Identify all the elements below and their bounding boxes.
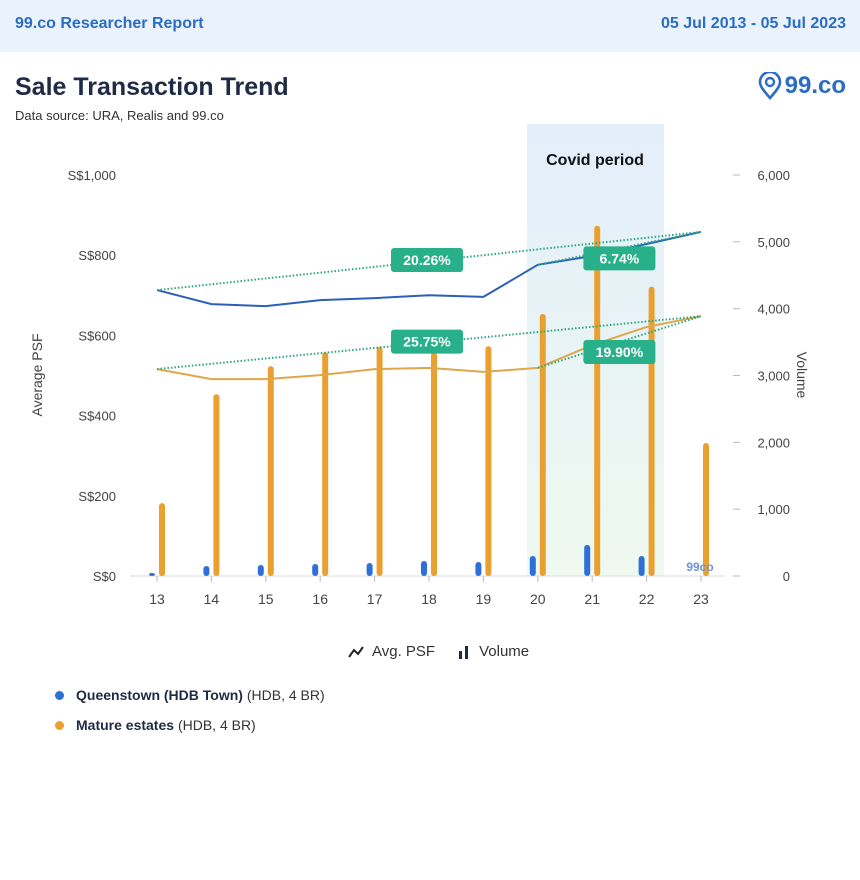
brand-logo: 99.co xyxy=(758,72,846,100)
x-tick-label: 15 xyxy=(258,591,274,607)
growth-badge xyxy=(391,248,463,273)
y2-tick-label: 0 xyxy=(783,569,790,584)
y-tick-label: S$200 xyxy=(78,489,116,504)
series-detail: (HDB, 4 BR) xyxy=(246,687,325,703)
volume-bar-0 xyxy=(475,561,482,576)
volume-bar-1 xyxy=(213,394,220,576)
y2-axis-title: Volume xyxy=(794,352,810,399)
y-tick-label: S$600 xyxy=(78,328,116,343)
y-tick-label: S$1,000 xyxy=(68,168,116,183)
trend-line xyxy=(537,315,702,369)
legend-volume-label: Volume xyxy=(479,643,530,660)
series-name: Mature estates xyxy=(76,717,175,733)
volume-bar-1 xyxy=(431,352,437,576)
growth-label: 19.90% xyxy=(596,344,644,360)
legend-volume[interactable]: Volume xyxy=(457,643,529,660)
x-tick-label: 20 xyxy=(530,591,546,607)
volume-bar-1 xyxy=(376,346,383,576)
data-source: Data source: URA, Realis and 99.co xyxy=(15,108,224,123)
volume-bar-1 xyxy=(703,443,709,576)
x-tick-label: 17 xyxy=(367,591,383,607)
x-tick-label: 22 xyxy=(639,591,655,607)
y-tick-label: S$800 xyxy=(78,248,116,263)
x-tick-label: 19 xyxy=(476,591,492,607)
x-tick-label: 14 xyxy=(204,591,220,607)
y2-tick-label: 3,000 xyxy=(757,369,790,384)
y2-tick-label: 5,000 xyxy=(757,235,790,250)
series-detail: (HDB, 4 BR) xyxy=(177,717,256,733)
y2-tick-label: 1,000 xyxy=(757,502,790,517)
covid-label: Covid period xyxy=(546,152,644,169)
volume-bar-1 xyxy=(322,352,329,576)
date-range: 05 Jul 2013 - 05 Jul 2023 xyxy=(660,15,846,32)
volume-bar-1 xyxy=(159,503,165,576)
volume-bar-0 xyxy=(366,562,373,576)
y-axis-title: Average PSF xyxy=(29,333,45,416)
bar-chart-icon xyxy=(459,645,469,659)
y2-tick-label: 6,000 xyxy=(757,168,790,183)
line-chart-icon xyxy=(348,645,364,658)
volume-bar-0 xyxy=(312,563,319,576)
volume-bar-0 xyxy=(421,560,427,576)
report-name: 99.co Researcher Report xyxy=(15,15,204,32)
volume-bar-1 xyxy=(648,286,655,576)
series-name: Queenstown (HDB Town) xyxy=(76,687,243,703)
chart-title: Sale Transaction Trend xyxy=(15,73,289,101)
legend-psf-label: Avg. PSF xyxy=(372,643,436,660)
legend-psf[interactable]: Avg. PSF xyxy=(348,643,435,660)
y2-tick-label: 2,000 xyxy=(757,435,790,450)
volume-bar-1 xyxy=(485,346,492,576)
y-tick-label: S$0 xyxy=(93,569,116,584)
x-tick-label: 23 xyxy=(693,591,709,607)
volume-bar-0 xyxy=(203,565,210,576)
volume-bar-0 xyxy=(584,544,591,576)
growth-label: 6.74% xyxy=(600,250,640,266)
chart: Covid period S$0 S$200 S$400 S$600 S$800 S$1,… xyxy=(29,124,810,607)
chart-legend: Avg. PSF Volume xyxy=(348,643,529,660)
psf-line-1 xyxy=(156,315,702,381)
growth-badge xyxy=(583,340,656,365)
volume-bar-0 xyxy=(149,572,155,576)
location-pin-icon xyxy=(758,72,781,100)
growth-label: 25.75% xyxy=(403,334,451,350)
series-color-dot xyxy=(55,720,64,730)
watermark: 99co xyxy=(686,560,713,574)
logo-text: 99.co xyxy=(784,72,846,99)
x-tick-label: 21 xyxy=(584,591,600,607)
report-header: 99.co Researcher Report 05 Jul 2013 - 05… xyxy=(0,0,860,52)
series-legend-queenstown: Queenstown (HDB Town) (HDB, 4 BR) xyxy=(55,687,325,703)
growth-badge xyxy=(391,329,463,354)
volume-bar-1 xyxy=(539,314,546,576)
x-tick-label: 16 xyxy=(312,591,328,607)
series-color-dot xyxy=(55,690,64,700)
volume-bar-0 xyxy=(529,555,536,576)
y2-tick-label: 4,000 xyxy=(757,302,790,317)
y-tick-label: S$400 xyxy=(78,409,116,424)
series-legend-mature: Mature estates (HDB, 4 BR) xyxy=(55,717,256,733)
growth-label: 20.26% xyxy=(403,252,451,268)
volume-bar-0 xyxy=(257,564,264,576)
volume-bar-1 xyxy=(267,366,274,576)
x-tick-label: 13 xyxy=(149,591,165,607)
growth-badge xyxy=(583,246,656,271)
x-tick-label: 18 xyxy=(421,591,437,607)
volume-bar-1 xyxy=(594,225,601,576)
volume-bar-0 xyxy=(638,555,645,576)
